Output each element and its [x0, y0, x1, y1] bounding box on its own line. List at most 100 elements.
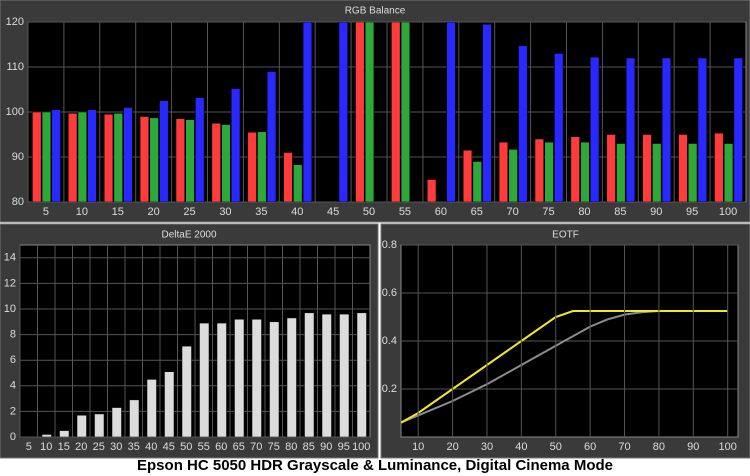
y-tick-label: 12 — [4, 277, 16, 289]
bar — [283, 152, 293, 202]
bar — [146, 379, 157, 437]
bar — [251, 318, 262, 437]
x-tick-label: 65 — [233, 441, 245, 453]
x-tick-label: 10 — [76, 206, 88, 218]
bar — [697, 57, 707, 202]
y-tick-label: 110 — [6, 61, 24, 73]
bar — [304, 312, 315, 437]
y-tick-label: 90 — [12, 151, 24, 163]
chart-title: DeltaE 2000 — [161, 230, 216, 241]
x-tick-label: 20 — [75, 441, 87, 453]
x-tick-label: 25 — [93, 441, 105, 453]
bar — [652, 143, 662, 202]
y-tick-label: 10 — [4, 303, 16, 315]
bar — [590, 56, 600, 202]
y-tick-label: 14 — [4, 252, 16, 264]
x-tick-label: 70 — [250, 441, 262, 453]
x-tick-label: 100 — [719, 441, 737, 453]
bar — [216, 322, 227, 437]
bar — [625, 57, 636, 202]
bar — [247, 132, 257, 202]
bar — [129, 399, 140, 437]
bar — [123, 107, 133, 202]
bar — [103, 114, 114, 202]
x-tick-label: 85 — [614, 206, 626, 218]
x-tick-label: 80 — [578, 206, 590, 218]
y-tick-label: 0.2 — [382, 383, 397, 395]
chart-panel: RGB Balance 80 90 100 110 120 5 10 15 20 25 30 35 40 4… — [0, 0, 750, 223]
bar — [234, 318, 245, 437]
bar — [113, 113, 123, 202]
x-tick-label: 75 — [268, 441, 280, 453]
bar — [164, 371, 175, 437]
x-tick-label: 65 — [471, 206, 483, 218]
bar — [678, 134, 688, 202]
bar — [616, 143, 626, 202]
y-tick-label: 120 — [6, 16, 24, 28]
x-tick-label: 50 — [180, 441, 192, 453]
bar — [534, 138, 544, 202]
bar — [544, 141, 554, 202]
bar — [181, 345, 192, 437]
bar — [41, 111, 52, 202]
bar — [94, 413, 105, 437]
bar — [498, 141, 509, 202]
bar — [580, 141, 590, 202]
bar — [338, 22, 348, 202]
bar — [554, 53, 564, 202]
x-tick-label: 40 — [291, 206, 303, 218]
bar — [688, 143, 698, 202]
y-tick-label: 0.8 — [382, 239, 397, 251]
y-tick-label: 100 — [6, 106, 24, 118]
bar — [76, 414, 87, 437]
chart-title: EOTF — [552, 230, 579, 241]
bar — [518, 45, 528, 202]
x-tick-label: 90 — [650, 206, 662, 218]
bar — [364, 22, 375, 202]
x-tick-label: 60 — [584, 441, 596, 453]
x-tick-label: 50 — [550, 441, 562, 453]
bar — [482, 24, 492, 202]
y-tick-label: 6 — [10, 354, 16, 366]
x-tick-label: 45 — [327, 206, 339, 218]
bar — [339, 313, 350, 437]
bar — [199, 322, 210, 437]
x-tick-label: 25 — [183, 206, 195, 218]
bar — [723, 143, 734, 202]
bar — [293, 164, 303, 202]
bar — [661, 57, 672, 202]
y-tick-label: 4 — [10, 380, 16, 392]
x-tick-label: 5 — [26, 441, 32, 453]
chart-panel: EOTF 0.2 0.4 0.6 0.8 10 20 30 40 50 60 70 80 90 100 — [380, 223, 750, 459]
bar — [269, 321, 280, 437]
caption: Epson HC 5050 HDR Grayscale & Luminance,… — [137, 457, 613, 474]
y-tick-label: 8 — [10, 329, 16, 341]
bar — [87, 109, 97, 202]
bar — [356, 312, 367, 437]
x-tick-label: 60 — [435, 206, 447, 218]
bar — [472, 161, 482, 202]
x-tick-label: 40 — [145, 441, 157, 453]
bar — [570, 136, 580, 202]
x-tick-label: 45 — [163, 441, 175, 453]
bar — [642, 134, 652, 202]
plot — [401, 310, 728, 424]
y-tick-label: 80 — [12, 196, 24, 208]
x-tick-label: 55 — [399, 206, 411, 218]
bar — [59, 430, 70, 437]
bar — [266, 71, 277, 202]
x-tick-label: 95 — [686, 206, 698, 218]
y-tick-label: 2 — [10, 405, 16, 417]
bar — [211, 123, 221, 202]
bar — [159, 100, 169, 202]
bar — [139, 116, 150, 202]
y-tick-label: 0.4 — [382, 335, 397, 347]
bar — [77, 111, 87, 202]
bar — [51, 109, 61, 202]
bar — [446, 22, 456, 202]
x-tick-label: 70 — [618, 441, 630, 453]
plot — [32, 22, 743, 202]
chart-title: RGB Balance — [345, 6, 406, 17]
